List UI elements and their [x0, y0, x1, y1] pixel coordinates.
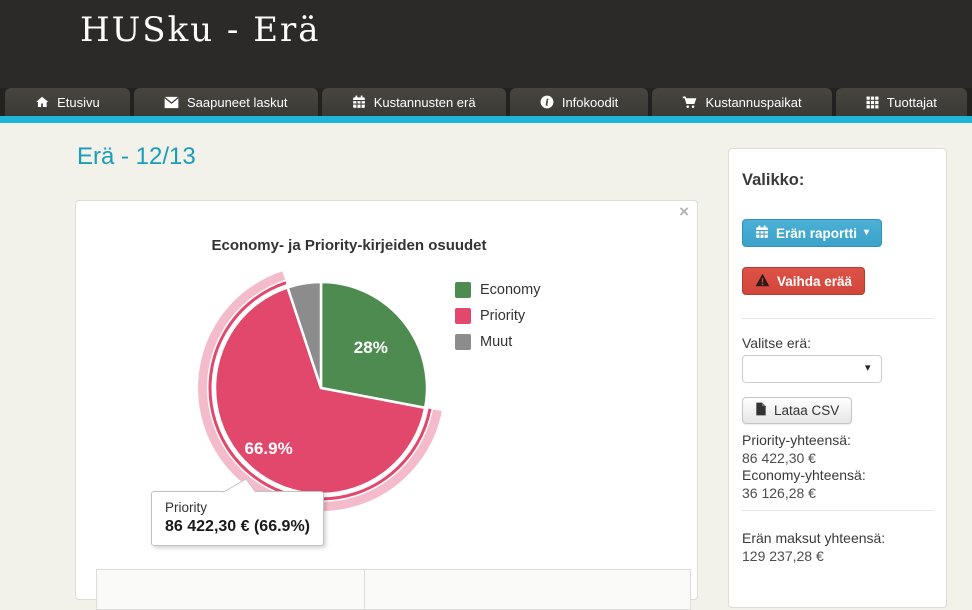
tab-label: Tuottajat	[886, 94, 937, 110]
pie-slice-muut[interactable]	[286, 280, 323, 390]
tab-infokoodit[interactable]: i Infokoodit	[509, 88, 649, 116]
legend-label: Muut	[480, 334, 513, 350]
pie-hover-halo	[198, 271, 442, 511]
calendar-icon	[352, 95, 366, 109]
legend-item-priority[interactable]: Priority	[455, 303, 540, 329]
batch-total-label: Erän maksut yhteensä:	[742, 530, 886, 546]
table-header-cell	[96, 569, 365, 610]
warning-icon	[755, 273, 770, 290]
pie-hover-ring	[208, 281, 432, 501]
tooltip-series-name: Priority	[165, 500, 208, 515]
economy-total-label: Economy-yhteensä:	[742, 467, 866, 483]
tab-saapuneet-laskut[interactable]: Saapuneet laskut	[133, 88, 318, 116]
envelope-icon	[164, 96, 179, 109]
chart-title: Economy- ja Priority-kirjeiden osuudet	[211, 237, 487, 254]
download-csv-label: Lataa CSV	[774, 403, 840, 418]
app-header: HUSku - Erä	[0, 0, 972, 88]
tab-etusivu[interactable]: Etusivu	[5, 88, 130, 116]
svg-text:i: i	[545, 98, 549, 109]
batch-total-value: 129 237,28 €	[742, 548, 824, 564]
grid-icon	[866, 96, 879, 109]
legend-label: Priority	[480, 308, 526, 324]
close-icon[interactable]: ×	[679, 202, 689, 221]
totals-block: Priority-yhteensä: 86 422,30 € Economy-y…	[742, 432, 866, 502]
tooltip-callout	[222, 478, 257, 493]
table-header-cell	[363, 569, 692, 610]
tooltip-value: 86 422,30 € (66.9%)	[165, 518, 310, 535]
tab-label: Kustannuspaikat	[705, 94, 802, 110]
info-icon: i	[540, 95, 554, 109]
pie-slice-label: 66.9%	[245, 439, 293, 458]
legend-item-economy[interactable]: Economy	[455, 277, 540, 303]
legend-item-muut[interactable]: Muut	[455, 329, 540, 355]
change-era-button[interactable]: Vaihda erää	[742, 267, 866, 295]
legend-swatch	[455, 334, 471, 350]
legend-swatch	[455, 282, 471, 298]
nav-tabs: Etusivu Saapuneet laskut Kustannusten er…	[0, 88, 972, 116]
cart-icon	[682, 95, 697, 109]
priority-total-value: 86 422,30 €	[742, 449, 816, 466]
tab-tuottajat[interactable]: Tuottajat	[835, 88, 968, 116]
download-csv-button[interactable]: Lataa CSV	[742, 397, 853, 424]
pie-slice-priority[interactable]	[213, 286, 427, 496]
accent-bar	[0, 116, 972, 123]
tab-label: Etusivu	[57, 94, 100, 110]
tab-label: Kustannusten erä	[373, 94, 476, 110]
era-select[interactable]	[742, 355, 882, 383]
economy-total-value: 36 126,28 €	[742, 484, 816, 501]
tab-label: Saapuneet laskut	[186, 94, 288, 110]
chevron-down-icon: ▾	[864, 227, 870, 238]
table-header-row	[96, 569, 692, 610]
results-table	[96, 569, 692, 610]
chart-legend: Economy Priority Muut	[455, 277, 540, 355]
batch-total-block: Erän maksut yhteensä: 129 237,28 €	[742, 529, 885, 565]
divider	[742, 318, 935, 319]
era-report-button[interactable]: Erän raportti ▾	[742, 219, 883, 247]
pie-chart: 28% 66.9%	[198, 271, 442, 511]
pie-slice-economy[interactable]	[319, 280, 429, 410]
chart-tooltip: Priority 86 422,30 € (66.9%)	[151, 478, 324, 546]
tab-label: Infokoodit	[561, 94, 619, 110]
sidebar-panel: Valikko: Erän raportti ▾ Vaihda erää Val…	[728, 148, 947, 608]
app-title: HUSku - Erä	[80, 10, 321, 50]
era-report-label: Erän raportti	[776, 225, 858, 241]
legend-label: Economy	[480, 282, 541, 298]
chart-panel: × Economy- ja Priority-kirjeiden osuudet…	[75, 200, 698, 610]
change-era-label: Vaihda erää	[777, 273, 853, 289]
page-title: Erä - 12/13	[77, 143, 196, 170]
sidebar-heading: Valikko:	[742, 171, 805, 189]
file-icon	[755, 402, 767, 419]
select-era-label: Valitse erä:	[742, 335, 811, 351]
tab-kustannusten-era[interactable]: Kustannusten erä	[321, 88, 506, 116]
tab-kustannuspaikat[interactable]: Kustannuspaikat	[652, 88, 832, 116]
legend-swatch	[455, 308, 471, 324]
priority-total-label: Priority-yhteensä:	[742, 432, 851, 448]
calendar-icon	[755, 225, 769, 242]
divider	[742, 510, 935, 511]
pie-slice-label: 28%	[354, 338, 388, 357]
home-icon	[35, 95, 49, 109]
